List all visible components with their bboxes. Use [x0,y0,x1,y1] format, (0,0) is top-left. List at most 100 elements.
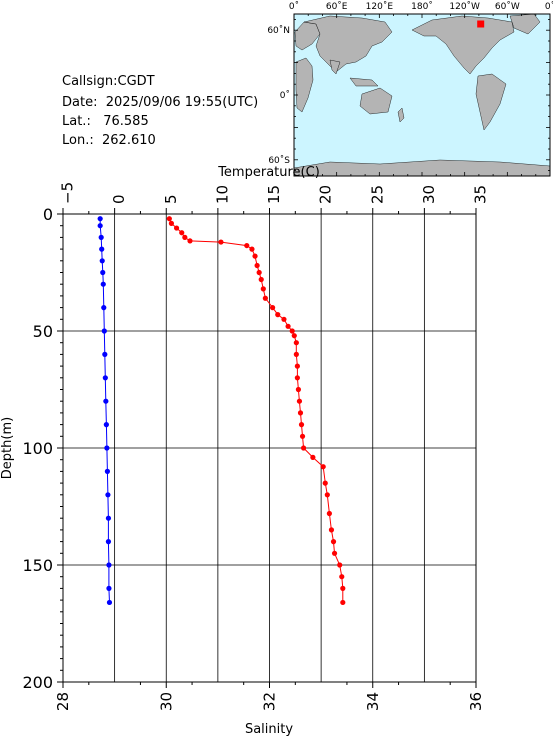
temperature-point [249,246,255,252]
map-lon-label: 120˚W [449,1,480,12]
temperature-tick-label: 35 [472,185,490,204]
salinity-point [102,375,108,381]
temperature-tick-label: 5 [162,194,180,204]
map-lon-label: 120˚E [366,1,394,12]
salinity-point [102,351,108,357]
salinity-point [99,246,105,252]
salinity-point [101,305,107,311]
temperature-axis-title: Temperature(C) [217,165,320,180]
temperature-point [289,328,295,334]
temperature-tick-label: 15 [265,185,283,204]
temperature-point [244,242,250,249]
temperature-point [166,216,172,222]
temperature-point [320,464,326,470]
temperature-point [296,398,303,404]
temperature-point [299,433,306,439]
temperature-point [281,316,287,322]
temperature-line [168,218,344,603]
temperature-point [294,363,300,369]
callsign-text: Callsign:CGDT [62,74,155,89]
depth-tick-label: 100 [22,439,53,458]
temperature-tick-label: 10 [213,185,231,204]
temperature-point [324,492,330,498]
lat-row: Lat.: 76.585 [62,114,149,129]
temperature-tick-label: 20 [317,185,335,204]
land-india [329,59,341,75]
temperature-point [298,422,305,428]
land-asia [303,15,393,73]
map-lat-label: 60˚S [268,155,290,166]
land-north-america [411,15,515,75]
temperature-point [291,333,297,339]
map-lat-label: 0˚ [280,90,290,101]
map-lat-label: 60˚N [267,25,290,36]
salinity-point [103,398,109,404]
depth-tick-label: 0 [43,205,53,224]
temperature-point [294,375,300,381]
temperature-point [179,230,185,236]
temperature-point [340,585,346,592]
salinity-line [99,218,110,603]
salinity-point [99,258,105,264]
salinity-axis-title: Salinity [245,722,293,736]
salinity-point [103,422,109,428]
salinity-point [97,216,103,222]
date-label: Date: [62,95,98,110]
salinity-point [100,281,106,287]
lon-row: Lon.: 262.610 [62,133,156,148]
temperature-point [285,323,291,329]
lon-label: Lon.: [62,133,94,148]
land-indonesia [349,77,379,87]
station-marker [477,20,485,28]
temperature-point [295,386,302,393]
map-lon-label: 60˚W [495,1,520,12]
temperature-point [328,527,335,533]
temperature-point [330,539,337,545]
temperature-point [252,253,258,259]
temperature-point [258,276,264,283]
map-lon-label: 60˚E [326,1,348,12]
salinity-point [105,539,112,545]
salinity-point [101,328,107,334]
salinity-tick-label: 32 [261,692,279,711]
temperature-point [182,234,188,240]
date-row: Date: 2025/09/06 19:55(UTC) [62,95,258,110]
salinity-point [104,445,110,451]
temperature-point [260,286,266,292]
temperature-tick-label: −5 [59,182,77,204]
temperature-point [326,510,332,517]
temperature-point [293,351,299,357]
temperature-point [254,262,260,269]
temperature-point [187,238,193,244]
temperature-point [297,410,304,416]
temperature-point [322,480,328,486]
salinity-point [106,562,112,568]
salinity-point [104,468,110,474]
lon-value: 262.610 [102,133,156,148]
salinity-point [97,223,103,229]
salinity-tick-label: 30 [157,692,175,711]
temperature-point [339,574,345,580]
salinity-tick-label: 28 [54,692,72,711]
lat-value: 76.585 [103,114,149,129]
temperature-point [269,305,276,311]
temperature-point [293,340,299,346]
salinity-point [106,585,112,592]
temperature-point [340,599,346,606]
temperature-point [310,454,316,460]
date-value: 2025/09/06 19:55(UTC) [105,95,259,110]
temperature-point [173,225,180,231]
temperature-point [262,295,268,301]
salinity-point [105,515,112,521]
land-africa [295,57,314,113]
temperature-point [300,445,307,451]
temperature-tick-label: 30 [420,185,438,204]
map-lon-label: 0˚ [289,1,299,12]
depth-tick-label: 150 [22,556,53,575]
land-newzealand [397,107,405,123]
land-australia [359,87,393,115]
salinity-point [106,599,113,606]
map-lon-label: 0˚ [545,1,553,12]
depth-tick-label: 200 [22,673,53,692]
lat-label: Lat.: [62,114,91,129]
